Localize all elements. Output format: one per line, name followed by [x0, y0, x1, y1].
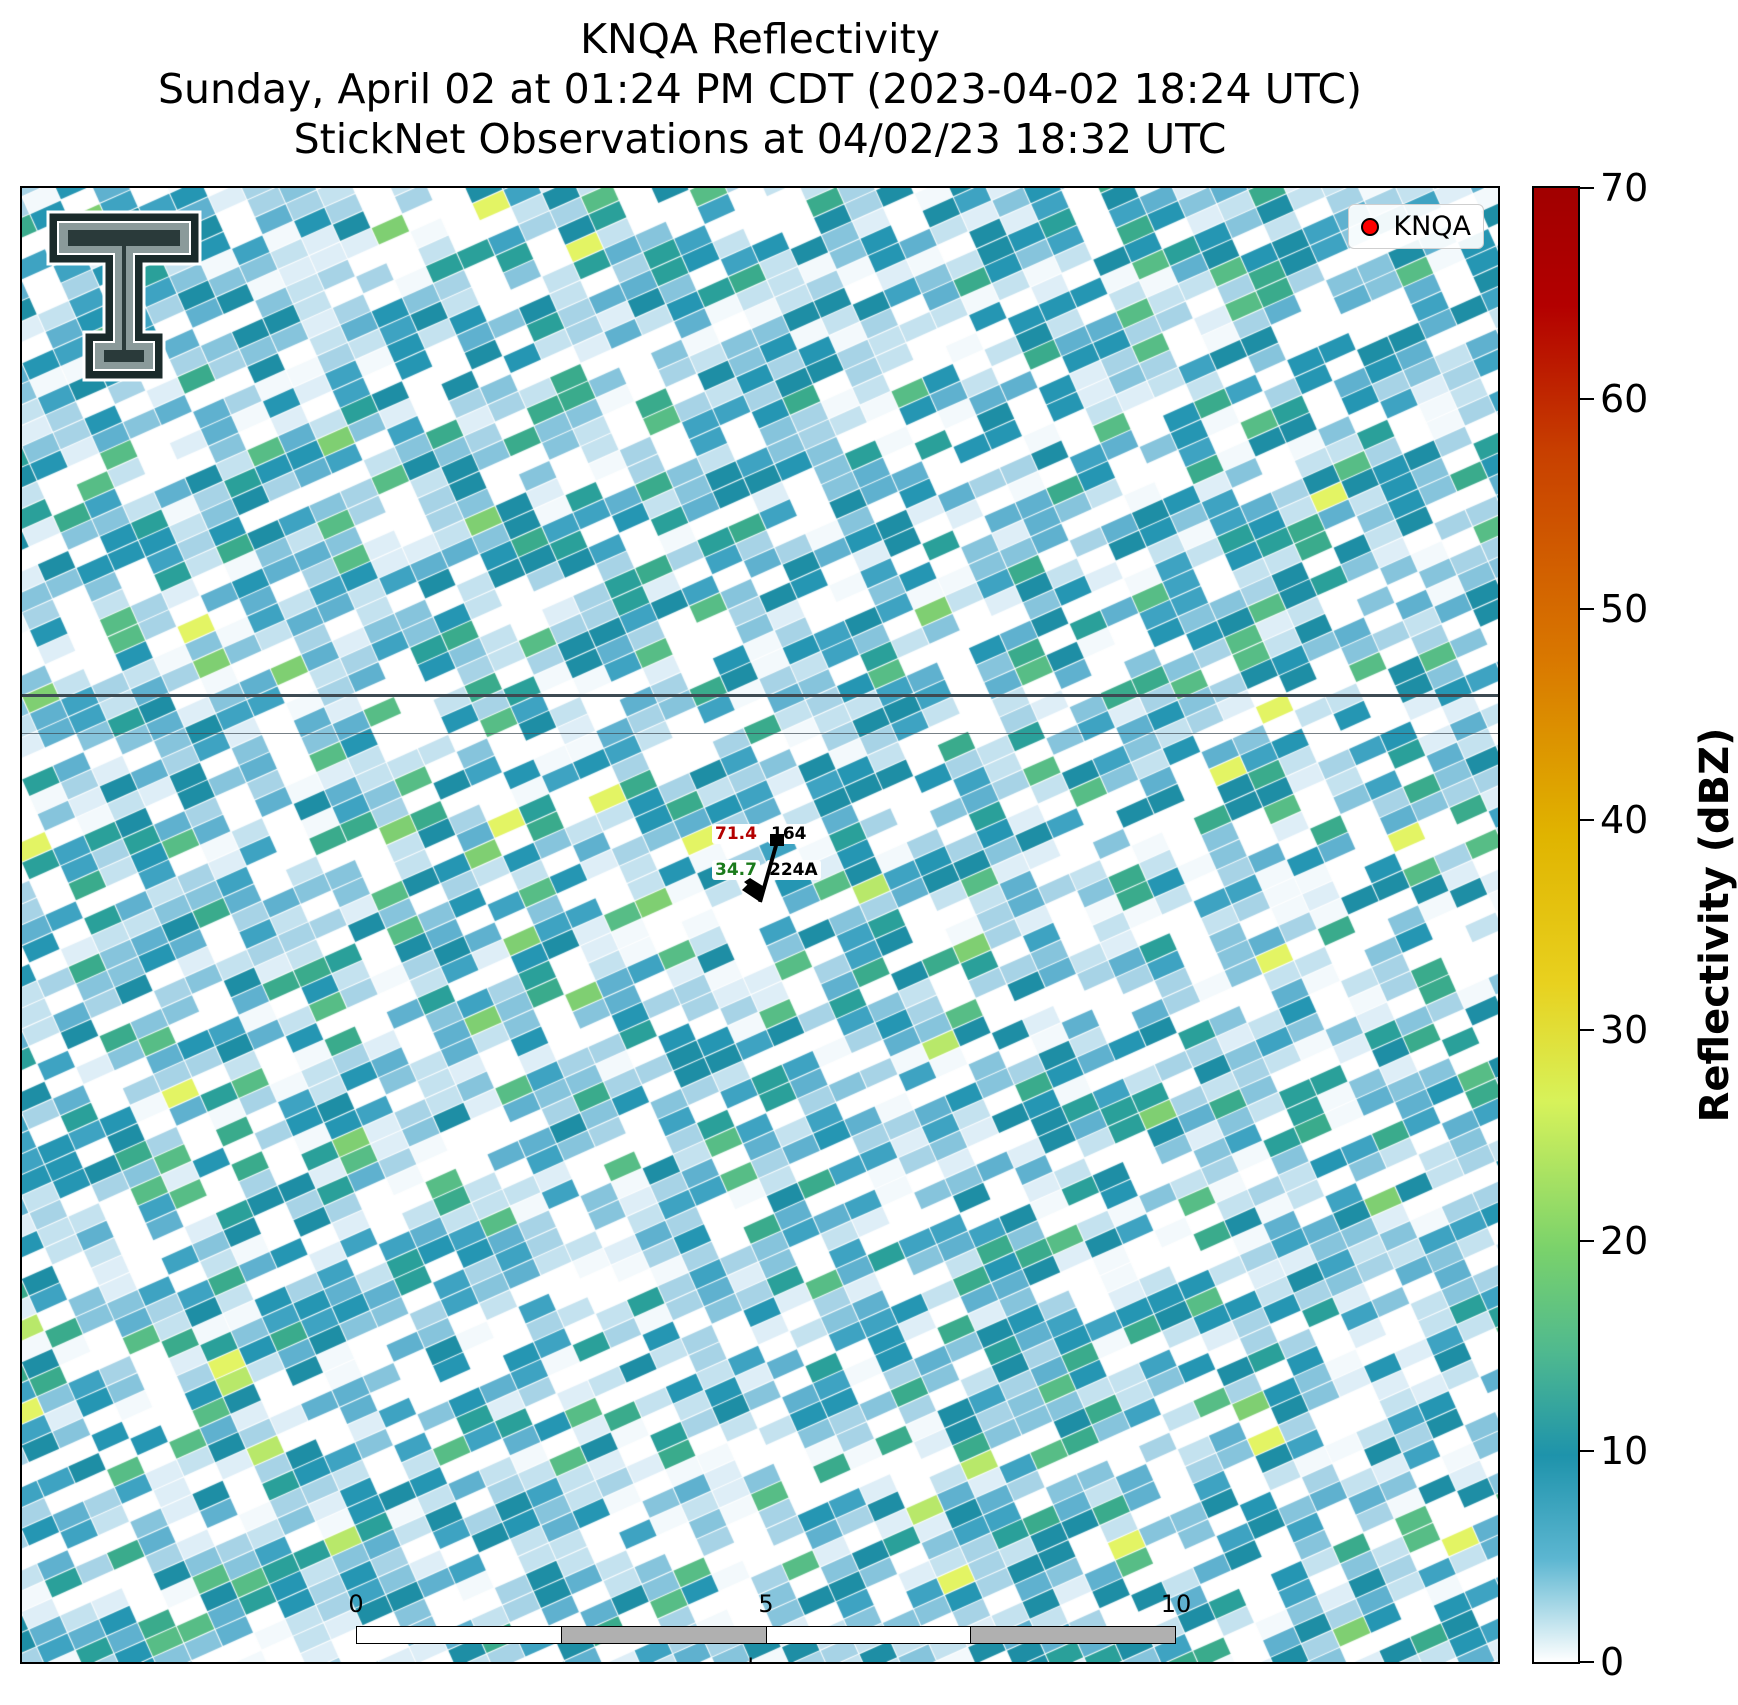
colorbar-tick-label: 0: [1600, 1640, 1625, 1684]
scale-unit-label: km: [747, 1654, 784, 1662]
scale-segment: [561, 1627, 767, 1643]
colorbar-gradient: [1532, 186, 1580, 1664]
colorbar: [1532, 186, 1580, 1664]
figure-title: KNQA Reflectivity Sunday, April 02 at 01…: [0, 14, 1520, 164]
colorbar-tick-label: 60: [1600, 376, 1649, 421]
colorbar-tick-label: 30: [1600, 1008, 1649, 1053]
road-line: [22, 694, 1498, 697]
colorbar-tick: [1580, 608, 1594, 611]
colorbar-tick-label: 50: [1600, 587, 1649, 632]
wind-barb-icon: [742, 834, 784, 903]
title-datetime: Sunday, April 02 at 01:24 PM CDT (2023-0…: [157, 65, 1362, 113]
station-id: 224A: [766, 860, 821, 880]
colorbar-tick: [1580, 818, 1594, 821]
legend-label: KNQA: [1393, 211, 1471, 242]
scale-bar: 0 5 10: [348, 1590, 1191, 1650]
scale-segment: [766, 1627, 972, 1643]
colorbar-tick-label: 40: [1600, 797, 1649, 842]
colorbar-tick: [1580, 1450, 1594, 1453]
colorbar-tick-label: 70: [1600, 166, 1649, 210]
colorbar-tick-label: 20: [1600, 1218, 1649, 1263]
texas-tech-logo-icon: [46, 210, 202, 382]
scale-segment: [357, 1627, 562, 1643]
title-radar: KNQA Reflectivity: [580, 15, 940, 63]
colorbar-tick: [1580, 187, 1594, 189]
title-observations: StickNet Observations at 04/02/23 18:32 …: [293, 115, 1227, 163]
colorbar-tick: [1580, 397, 1594, 400]
colorbar-tick-label: 10: [1600, 1429, 1649, 1474]
reflectivity-field: [22, 188, 1498, 1662]
radar-site-marker-icon: [1361, 217, 1380, 236]
map-legend: KNQA: [1348, 204, 1484, 249]
scale-bar-segments: [356, 1626, 1176, 1644]
radar-map[interactable]: KNQA 71.4 164 34.7 224A 0 5 10 km: [20, 186, 1500, 1664]
scale-tick-label: 5: [758, 1590, 774, 1618]
road-line: [22, 733, 1498, 734]
scale-tick-label: 10: [1160, 1590, 1192, 1618]
scale-segment: [971, 1627, 1175, 1643]
station-temperature: 71.4: [712, 824, 760, 844]
colorbar-tick: [1580, 1661, 1594, 1663]
scale-tick-label: 0: [348, 1590, 364, 1618]
colorbar-tick: [1580, 1029, 1594, 1032]
colorbar-tick: [1580, 1239, 1594, 1242]
colorbar-title: Reflectivity (dBZ): [1692, 727, 1738, 1123]
station-dewpoint: 34.7: [712, 860, 760, 880]
